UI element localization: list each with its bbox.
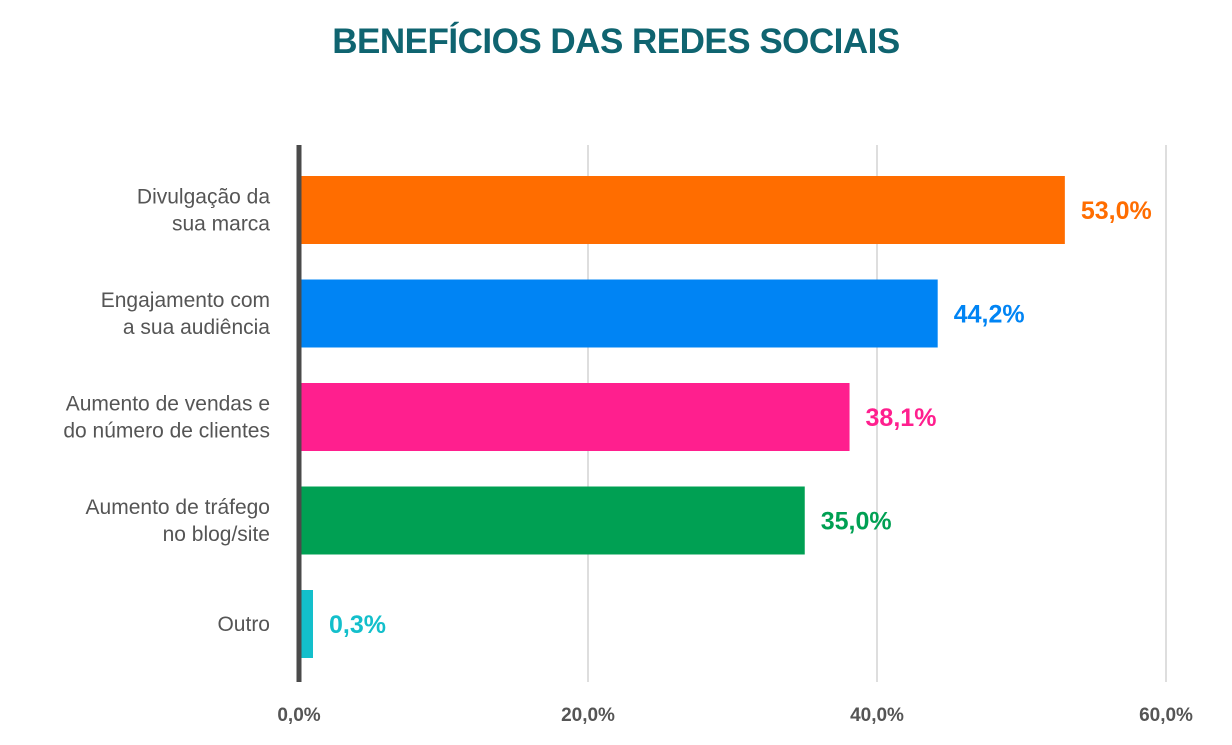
value-label-4: 0,3% xyxy=(329,611,386,639)
value-label-1: 44,2% xyxy=(954,301,1025,329)
category-label-0: Divulgação da sua marca xyxy=(137,186,270,236)
bar-3 xyxy=(301,486,805,555)
bar-4 xyxy=(301,590,313,658)
value-label-3: 35,0% xyxy=(821,508,892,536)
value-label-0: 53,0% xyxy=(1081,197,1152,225)
bar-0 xyxy=(301,176,1065,244)
category-label-4: Outro xyxy=(217,613,270,636)
x-tick-label-1: 20,0% xyxy=(561,705,615,726)
bar-1 xyxy=(301,279,938,348)
x-tick-label-0: 0,0% xyxy=(277,705,320,726)
bar-2 xyxy=(301,383,850,451)
x-tick-label-2: 40,0% xyxy=(850,705,904,726)
x-tick-label-3: 60,0% xyxy=(1139,705,1193,726)
category-label-3: Aumento de tráfego no blog/site xyxy=(86,496,270,546)
category-label-1: Engajamento com a sua audiência xyxy=(101,289,271,339)
category-label-2: Aumento de vendas e do número de clientes xyxy=(63,393,270,443)
chart-title: BENEFÍCIOS DAS REDES SOCIAIS xyxy=(332,22,900,61)
value-label-2: 38,1% xyxy=(866,404,937,432)
